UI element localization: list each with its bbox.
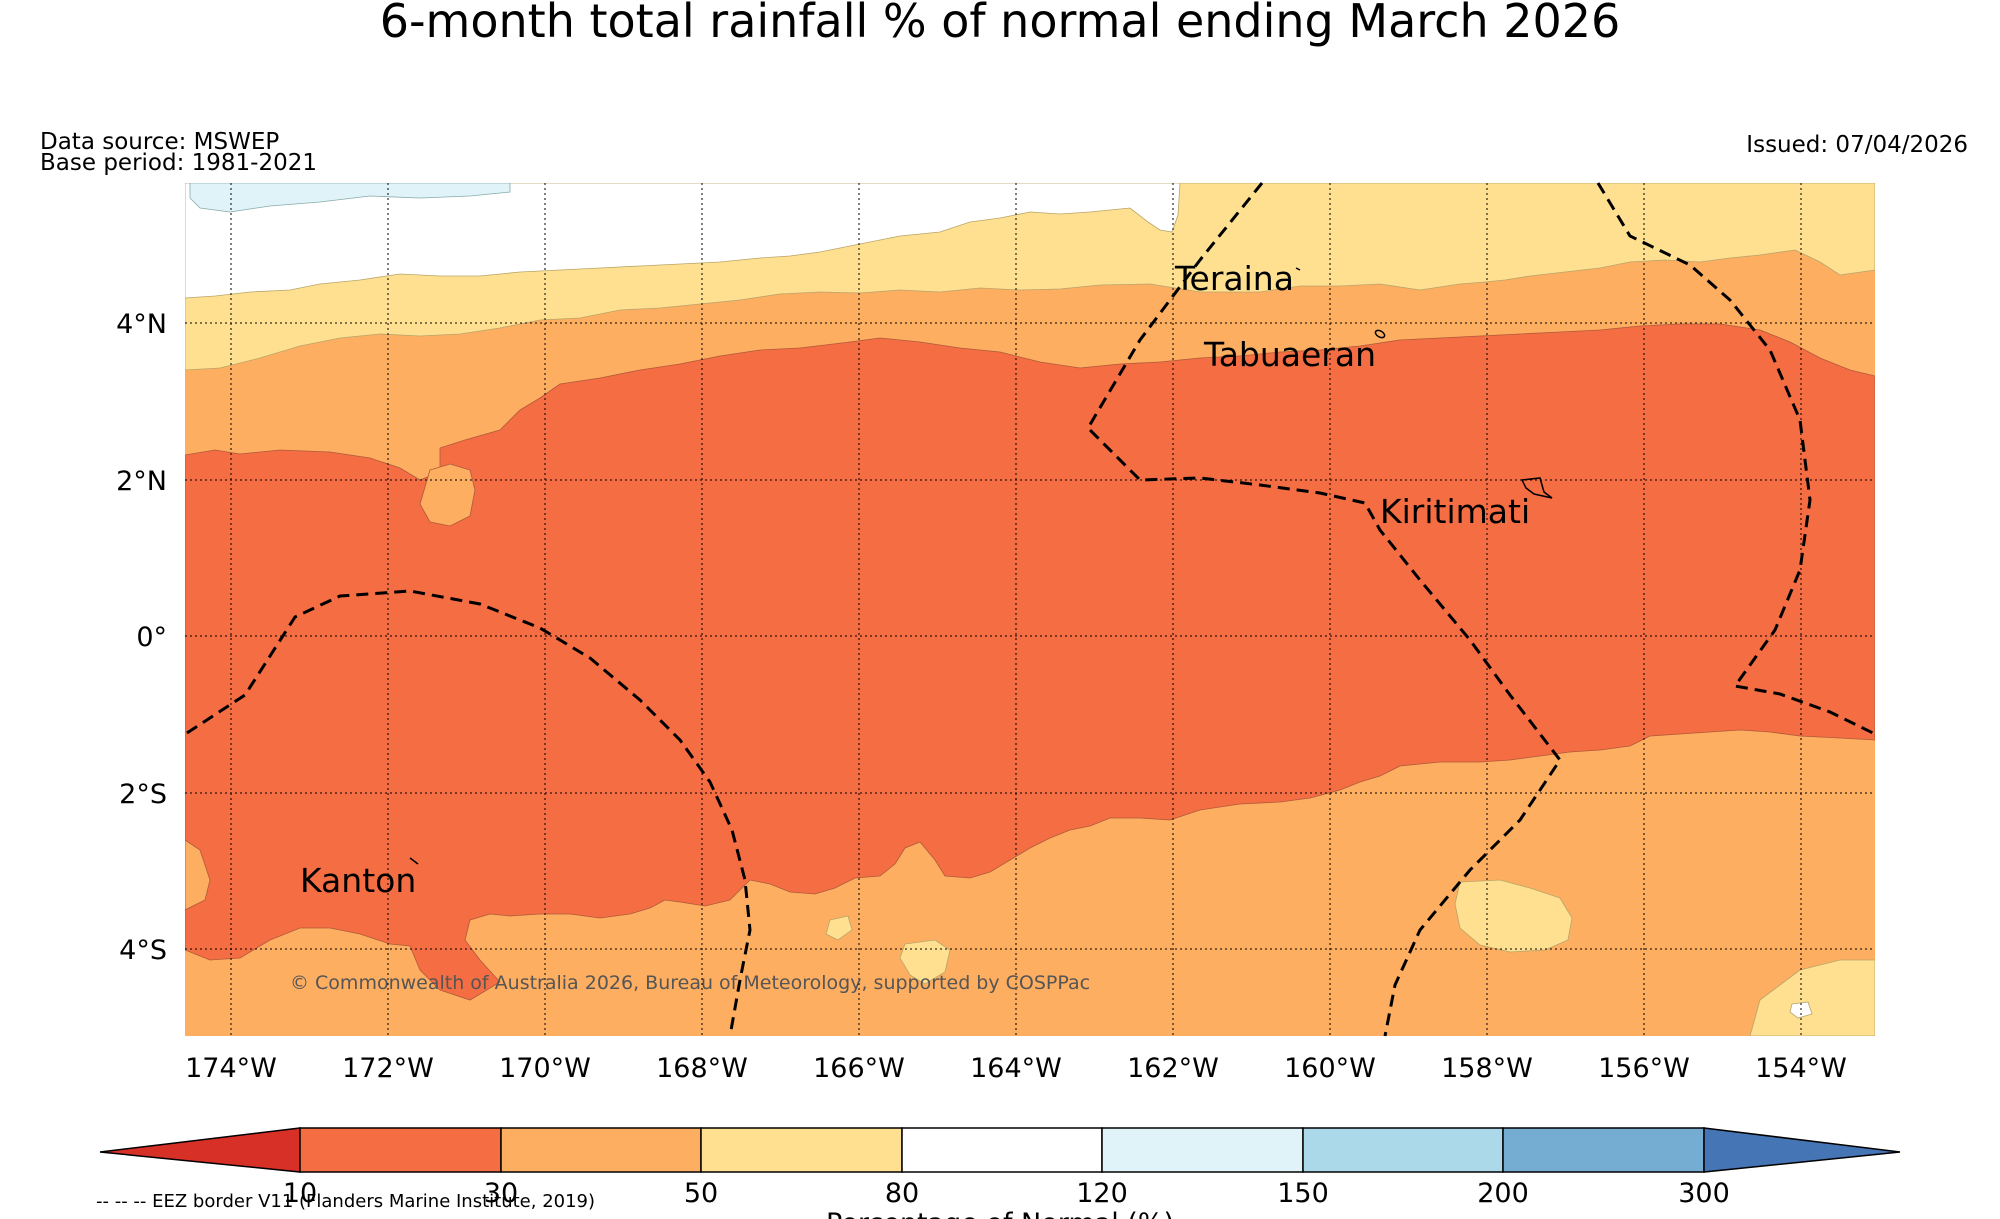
eez-borders [186,182,1876,1037]
rainfall-region-50-80-se-1 [1454,879,1573,953]
rainfall-region-120-150 [189,183,511,213]
rainfall-region-50-80-small [825,915,853,941]
eez-border-phoenix [186,589,752,1037]
place-label-tabuaeran: Tabuaeran [1203,335,1376,374]
colorbar-swatch-120-150 [1101,1127,1304,1173]
rainfall-region-80-120-north [185,183,1181,299]
graticule [185,183,1875,1036]
latitude-labels: 4°N 2°N 0° 2°S 4°S [116,309,167,966]
colorbar [99,1127,1901,1173]
lon-label-172w: 172°W [342,1053,434,1084]
place-label-kanton: Kanton [300,861,416,900]
base-period-label: Base period: 1981-2021 [40,150,318,176]
colorbar-ticks: 10 30 50 80 120 150 200 300 [283,1178,1730,1209]
colorbar-swatch-below-10 [99,1127,301,1173]
copyright-note: © Commonwealth of Australia 2026, Bureau… [290,972,1090,994]
lon-label-164w: 164°W [970,1053,1062,1084]
place-label-teraina: Teraina [1174,259,1294,298]
colorbar-tick-30: 30 [484,1178,518,1209]
kanton-island-icon [409,857,419,865]
eez-border-line-islands-north [1086,182,1562,1037]
colorbar-tick-80: 80 [885,1178,919,1209]
issued-date: Issued: 07/04/2026 [1746,132,1968,158]
lon-label-154w: 154°W [1755,1053,1847,1084]
place-label-kiritimati: Kiritimati [1380,492,1530,531]
colorbar-swatch-10-30 [299,1127,502,1173]
tabuaeran-island-icon [1374,329,1386,339]
eez-border-note: -- -- -- EEZ border V11 (Flanders Marine… [96,1191,595,1212]
colorbar-tick-50: 50 [684,1178,718,1209]
lon-label-162w: 162°W [1127,1053,1219,1084]
kiritimati-island-icon [1520,477,1553,499]
colorbar-label: Percentage of Normal (%) [826,1208,1174,1219]
lon-label-166w: 166°W [813,1053,905,1084]
lon-label-168w: 168°W [656,1053,748,1084]
rainfall-region-50-80-mid [899,939,951,985]
longitude-labels: 174°W 172°W 170°W 168°W 166°W 164°W 162°… [185,1053,1847,1084]
lat-label-2s: 2°S [119,779,167,810]
colorbar-swatch-above-300 [1703,1127,1901,1173]
lat-label-0: 0° [136,622,167,653]
colorbar-swatch-30-50 [500,1127,702,1173]
colorbar-tick-200: 200 [1477,1178,1529,1209]
lat-label-4n: 4°N [116,309,167,340]
rainfall-region-50-80-se-2 [1749,959,1875,1036]
colorbar-swatch-150-200 [1302,1127,1504,1173]
colorbar-tick-300: 300 [1678,1178,1730,1209]
lon-label-160w: 160°W [1284,1053,1376,1084]
rainfall-region-10-30 [185,323,1875,1001]
rainfall-region-30-50-west [185,839,211,911]
data-source-label: Data source: MSWEP [40,129,280,155]
colorbar-tick-120: 120 [1076,1178,1128,1209]
lat-label-2n: 2°N [116,466,167,497]
page-title: 6-month total rainfall % of normal endin… [379,0,1621,48]
teraina-island-icon [1295,267,1301,271]
colorbar-tick-10: 10 [283,1178,317,1209]
colorbar-swatch-80-120 [901,1127,1103,1173]
lon-label-170w: 170°W [499,1053,591,1084]
rainfall-field [185,183,1875,1036]
data-source-info: Data source: MSWEP Base period: 1981-202… [40,129,318,176]
islands [409,267,1553,865]
colorbar-swatch-50-80 [700,1127,903,1173]
eez-border-line-islands-east [1596,182,1876,736]
colorbar-tick-150: 150 [1277,1178,1329,1209]
lon-label-158w: 158°W [1441,1053,1533,1084]
lat-label-4s: 4°S [119,935,167,966]
lon-label-156w: 156°W [1598,1053,1690,1084]
colorbar-swatch-200-300 [1502,1127,1705,1173]
lon-label-174w: 174°W [185,1053,277,1084]
